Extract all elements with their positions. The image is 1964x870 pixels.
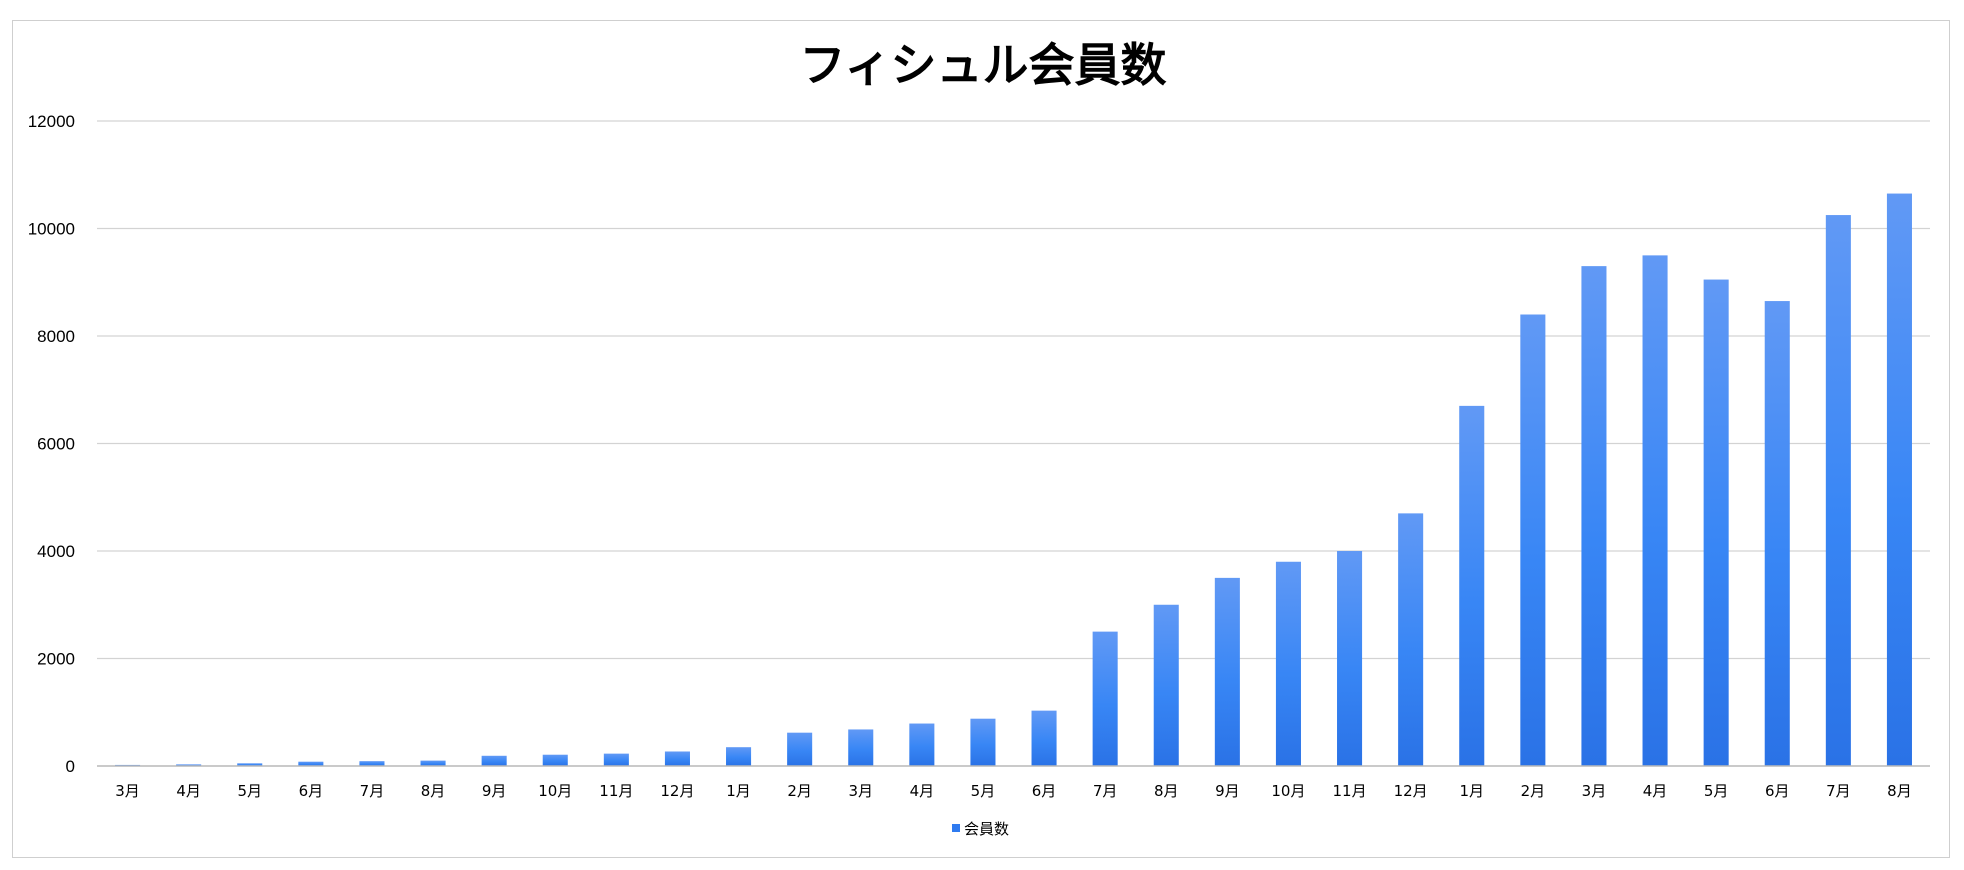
bar — [1337, 551, 1363, 766]
legend-swatch — [952, 824, 960, 832]
x-tick-label: 2月 — [787, 782, 812, 800]
bar — [1825, 215, 1851, 766]
x-tick-label: 5月 — [971, 782, 996, 800]
x-tick-label: 7月 — [1826, 782, 1851, 800]
x-tick-label: 11月 — [599, 782, 633, 800]
bar — [1581, 266, 1607, 766]
chart-title: フィシュル会員数 — [799, 38, 1166, 92]
y-tick-label: 0 — [66, 757, 75, 776]
bar — [542, 754, 568, 766]
bar — [481, 755, 507, 766]
x-axis-ticks: 3月 4月 5月 6月 7月 8月 9月 10月 11月 12月 1月 2月 3月 4月 5月 6月 7月 8月 9… — [115, 782, 1911, 800]
bar — [664, 751, 690, 766]
bar — [1886, 193, 1912, 766]
x-tick-label: 8月 — [1154, 782, 1179, 800]
bar — [1275, 561, 1301, 766]
bar — [1092, 631, 1118, 766]
x-tick-label: 3月 — [1582, 782, 1607, 800]
x-tick-label: 8月 — [1887, 782, 1912, 800]
x-tick-label: 7月 — [360, 782, 385, 800]
bar — [1764, 301, 1790, 766]
gridlines — [97, 120, 1930, 660]
y-axis-ticks: 0 2000 4000 6000 8000 10000 12000 — [28, 112, 75, 776]
x-tick-label: 6月 — [1765, 782, 1790, 800]
x-tick-label: 9月 — [1215, 782, 1240, 800]
x-tick-label: 4月 — [910, 782, 935, 800]
bar — [1031, 710, 1057, 766]
y-tick-label: 2000 — [37, 650, 75, 669]
x-tick-label: 4月 — [1643, 782, 1668, 800]
x-tick-label: 7月 — [1093, 782, 1118, 800]
x-tick-label: 3月 — [848, 782, 873, 800]
legend-label: 会員数 — [964, 820, 1009, 838]
bar — [909, 723, 935, 766]
bar — [298, 761, 324, 766]
bar — [787, 732, 813, 766]
bar — [603, 753, 629, 766]
bar — [970, 718, 996, 766]
x-tick-label: 12月 — [660, 782, 694, 800]
bar — [1214, 577, 1240, 766]
y-tick-label: 10000 — [28, 220, 75, 239]
y-tick-label: 12000 — [28, 112, 75, 131]
bar — [726, 747, 752, 766]
bar — [1520, 314, 1546, 766]
bar — [1642, 255, 1668, 766]
x-tick-label: 3月 — [115, 782, 140, 800]
y-tick-label: 6000 — [37, 435, 75, 454]
bar — [1703, 279, 1729, 766]
bar — [359, 761, 385, 766]
legend: 会員数 — [952, 820, 1009, 838]
y-tick-label: 4000 — [37, 542, 75, 561]
x-tick-label: 6月 — [299, 782, 324, 800]
x-tick-label: 11月 — [1333, 782, 1367, 800]
x-tick-label: 1月 — [726, 782, 751, 800]
x-tick-label: 6月 — [1032, 782, 1057, 800]
x-tick-label: 10月 — [538, 782, 572, 800]
bar — [1459, 405, 1485, 766]
x-tick-label: 5月 — [1704, 782, 1729, 800]
x-tick-label: 8月 — [421, 782, 446, 800]
x-tick-label: 1月 — [1459, 782, 1484, 800]
bar — [1398, 513, 1424, 766]
bar — [1153, 604, 1179, 766]
x-tick-label: 12月 — [1394, 782, 1428, 800]
x-tick-label: 10月 — [1271, 782, 1305, 800]
chart-frame — [12, 20, 1950, 858]
x-tick-label: 5月 — [237, 782, 262, 800]
bars — [115, 193, 1912, 766]
bar — [237, 763, 263, 766]
x-tick-label: 4月 — [176, 782, 201, 800]
bar — [420, 760, 446, 766]
x-tick-label: 9月 — [482, 782, 507, 800]
bar — [176, 764, 202, 766]
bar — [848, 729, 874, 766]
x-tick-label: 2月 — [1521, 782, 1546, 800]
y-tick-label: 8000 — [37, 327, 75, 346]
